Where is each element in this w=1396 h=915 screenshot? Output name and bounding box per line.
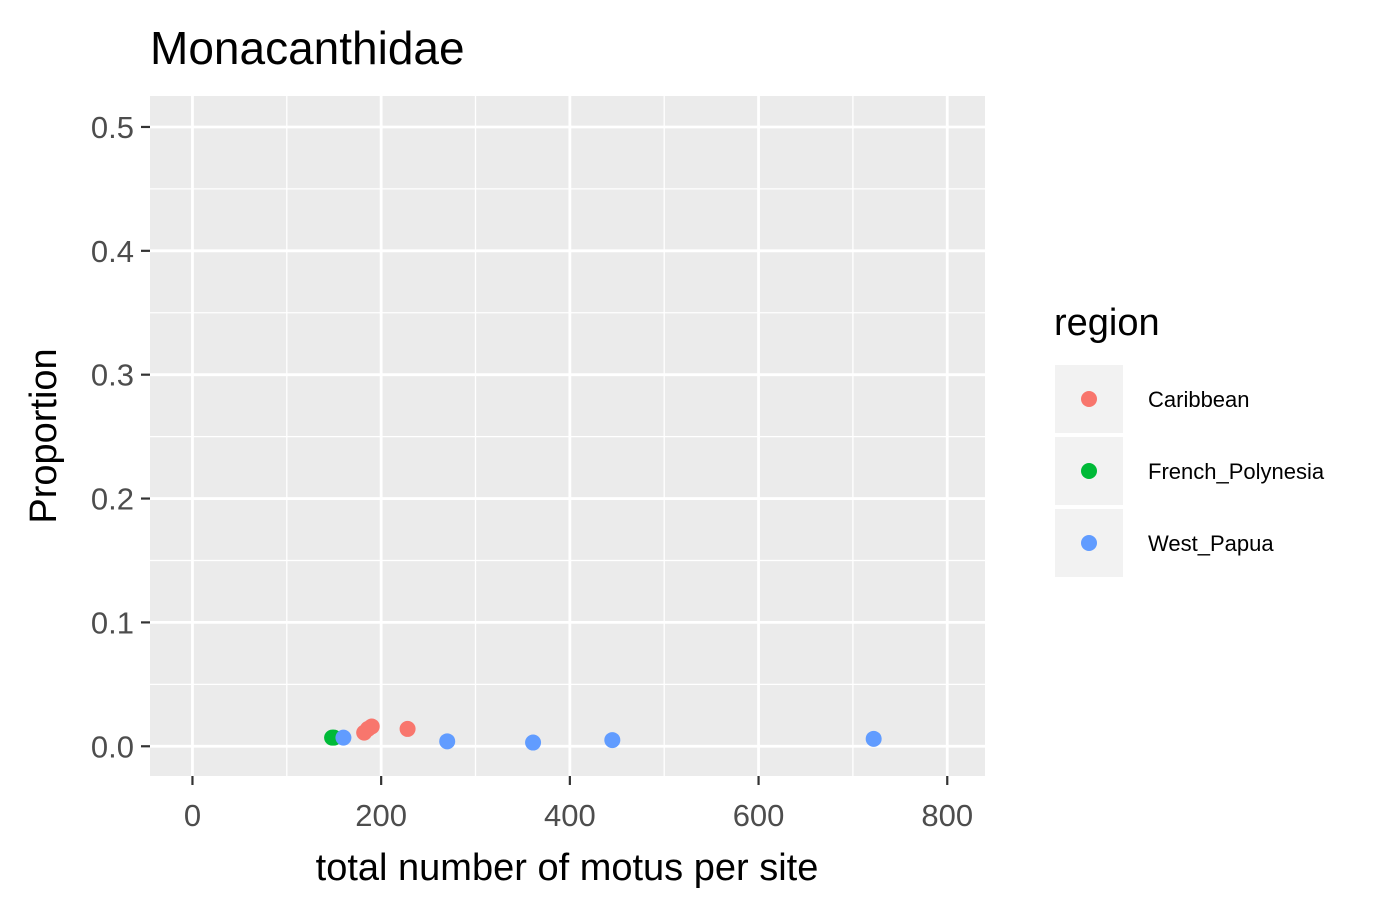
legend-label: French_Polynesia: [1148, 459, 1325, 484]
x-axis-title: total number of motus per site: [316, 847, 819, 889]
data-point: [865, 730, 882, 747]
x-tick-label: 600: [733, 798, 785, 833]
chart-title: Monacanthidae: [150, 22, 465, 74]
legend-marker: [1081, 535, 1097, 551]
x-tick-label: 800: [921, 798, 973, 833]
legend: region Caribbean French_Polynesia West_Pap…: [1054, 302, 1325, 577]
x-tick-label: 0: [184, 798, 201, 833]
x-axis: 0 200 400 600 800: [184, 776, 973, 833]
y-tick-label: 0.5: [91, 110, 134, 145]
major-gridlines: [150, 96, 985, 776]
data-points: [324, 718, 882, 751]
legend-label: West_Papua: [1148, 531, 1274, 556]
legend-label: Caribbean: [1148, 387, 1250, 412]
legend-marker: [1081, 463, 1097, 479]
y-tick-label: 0.0: [91, 729, 134, 764]
data-point: [399, 720, 416, 737]
legend-title: region: [1054, 302, 1160, 344]
y-tick-label: 0.2: [91, 482, 134, 517]
minor-gridlines: [150, 96, 985, 776]
y-tick-label: 0.4: [91, 234, 134, 269]
data-point: [604, 732, 621, 749]
x-tick-label: 200: [355, 798, 407, 833]
data-point: [363, 718, 380, 735]
data-point: [439, 733, 456, 750]
y-tick-label: 0.1: [91, 605, 134, 640]
data-point: [335, 729, 352, 746]
data-point: [525, 734, 542, 751]
y-axis-title: Proportion: [23, 348, 65, 523]
y-tick-label: 0.3: [91, 358, 134, 393]
legend-marker: [1081, 391, 1097, 407]
x-tick-label: 400: [544, 798, 596, 833]
y-axis: 0.0 0.1 0.2 0.3 0.4 0.5: [91, 110, 150, 764]
